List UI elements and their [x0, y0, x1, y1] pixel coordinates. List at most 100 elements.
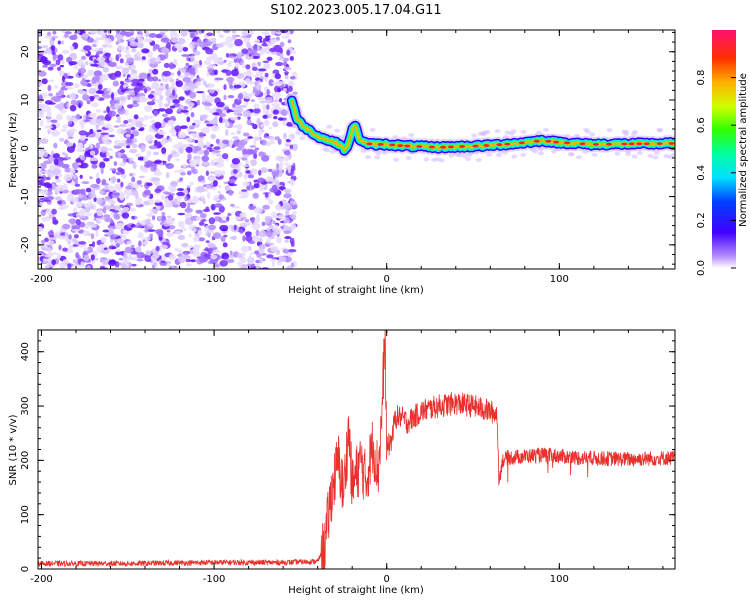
- noise-speckle: [38, 100, 43, 104]
- noise-speckle: [41, 78, 48, 85]
- noise-speckle: [262, 103, 266, 111]
- noise-speckle: [184, 72, 191, 77]
- noise-speckle: [95, 229, 99, 237]
- noise-speckle: [89, 176, 93, 180]
- noise-speckle: [272, 109, 279, 115]
- noise-speckle: [283, 202, 290, 208]
- noise-speckle: [123, 233, 127, 241]
- noise-speckle: [247, 174, 255, 179]
- noise-speckle: [273, 115, 278, 120]
- noise-speckle: [143, 115, 149, 121]
- noise-speckle: [195, 68, 199, 74]
- ridge-peak: [397, 144, 404, 148]
- noise-speckle: [128, 252, 132, 260]
- noise-speckle: [275, 31, 282, 35]
- noise-speckle: [138, 72, 148, 80]
- noise-speckle: [78, 130, 88, 136]
- noise-speckle: [67, 136, 74, 139]
- noise-speckle: [219, 224, 229, 232]
- ridge-haze: [591, 152, 598, 157]
- noise-speckle: [210, 187, 218, 191]
- noise-speckle: [185, 146, 193, 153]
- noise-speckle: [227, 95, 235, 99]
- noise-speckle: [129, 173, 134, 177]
- noise-speckle: [46, 119, 50, 124]
- ridge-haze: [405, 156, 412, 160]
- noise-speckle: [262, 60, 270, 63]
- noise-speckle: [225, 129, 229, 136]
- noise-speckle: [157, 108, 166, 112]
- noise-speckle: [284, 156, 290, 162]
- noise-speckle: [120, 173, 127, 179]
- noise-speckle: [191, 198, 200, 204]
- noise-speckle: [284, 236, 292, 240]
- snr-ylabel: SNR (10 * v/v): [8, 414, 19, 485]
- noise-speckle: [182, 47, 189, 52]
- noise-speckle: [49, 252, 58, 255]
- snr-xtick-label: -200: [30, 574, 53, 585]
- noise-speckle: [170, 84, 174, 91]
- noise-speckle: [186, 170, 192, 176]
- noise-speckle: [205, 206, 210, 212]
- noise-speckle: [147, 51, 153, 58]
- noise-speckle: [76, 201, 84, 207]
- noise-speckle: [129, 41, 139, 47]
- noise-speckle: [213, 212, 221, 215]
- noise-speckle: [248, 258, 254, 261]
- noise-speckle: [196, 38, 202, 45]
- noise-speckle: [150, 165, 157, 172]
- noise-speckle: [182, 144, 188, 149]
- snr-xtick-label: 0: [384, 574, 390, 585]
- noise-speckle: [88, 244, 94, 247]
- noise-speckle: [172, 144, 181, 149]
- noise-speckle: [128, 37, 137, 43]
- noise-speckle: [117, 115, 121, 121]
- noise-speckle: [255, 77, 261, 82]
- noise-speckle: [153, 99, 162, 103]
- noise-speckle: [270, 30, 277, 36]
- noise-speckle: [212, 179, 218, 187]
- noise-speckle: [94, 257, 99, 261]
- noise-speckle: [205, 141, 211, 147]
- noise-speckle: [246, 119, 252, 126]
- noise-speckle: [257, 177, 265, 183]
- noise-speckle: [245, 64, 251, 70]
- spectrogram-ytick-label: 0: [20, 145, 31, 151]
- noise-speckle: [145, 134, 154, 142]
- noise-speckle: [54, 85, 59, 89]
- noise-speckle: [213, 69, 218, 76]
- noise-speckle: [161, 147, 167, 155]
- noise-speckle: [111, 176, 117, 184]
- noise-speckle: [79, 174, 83, 179]
- noise-speckle: [86, 100, 91, 105]
- noise-speckle: [44, 35, 53, 39]
- noise-speckle: [173, 170, 183, 173]
- noise-speckle: [38, 138, 41, 146]
- noise-speckle: [158, 79, 161, 82]
- noise-speckle: [62, 247, 68, 252]
- ridge-peak: [472, 144, 479, 148]
- noise-speckle: [59, 262, 67, 269]
- noise-speckle: [269, 258, 278, 262]
- noise-speckle: [260, 123, 265, 128]
- noise-speckle: [217, 60, 225, 65]
- noise-speckle: [292, 71, 297, 78]
- noise-speckle: [205, 48, 214, 55]
- noise-speckle: [47, 169, 52, 173]
- noise-speckle: [64, 31, 72, 35]
- noise-speckle: [201, 180, 206, 183]
- noise-speckle: [218, 116, 223, 124]
- spectrogram-xtick-label: 0: [384, 274, 390, 285]
- noise-speckle: [76, 142, 84, 150]
- ridge-haze: [511, 154, 518, 159]
- noise-speckle: [169, 30, 176, 35]
- snr-ytick-label: 0: [20, 566, 31, 572]
- noise-speckle: [153, 171, 163, 176]
- noise-speckle: [90, 63, 99, 67]
- noise-speckle: [282, 249, 289, 254]
- noise-speckle: [166, 218, 175, 224]
- noise-speckle: [79, 155, 86, 161]
- noise-speckle: [95, 124, 100, 130]
- noise-speckle: [122, 67, 130, 75]
